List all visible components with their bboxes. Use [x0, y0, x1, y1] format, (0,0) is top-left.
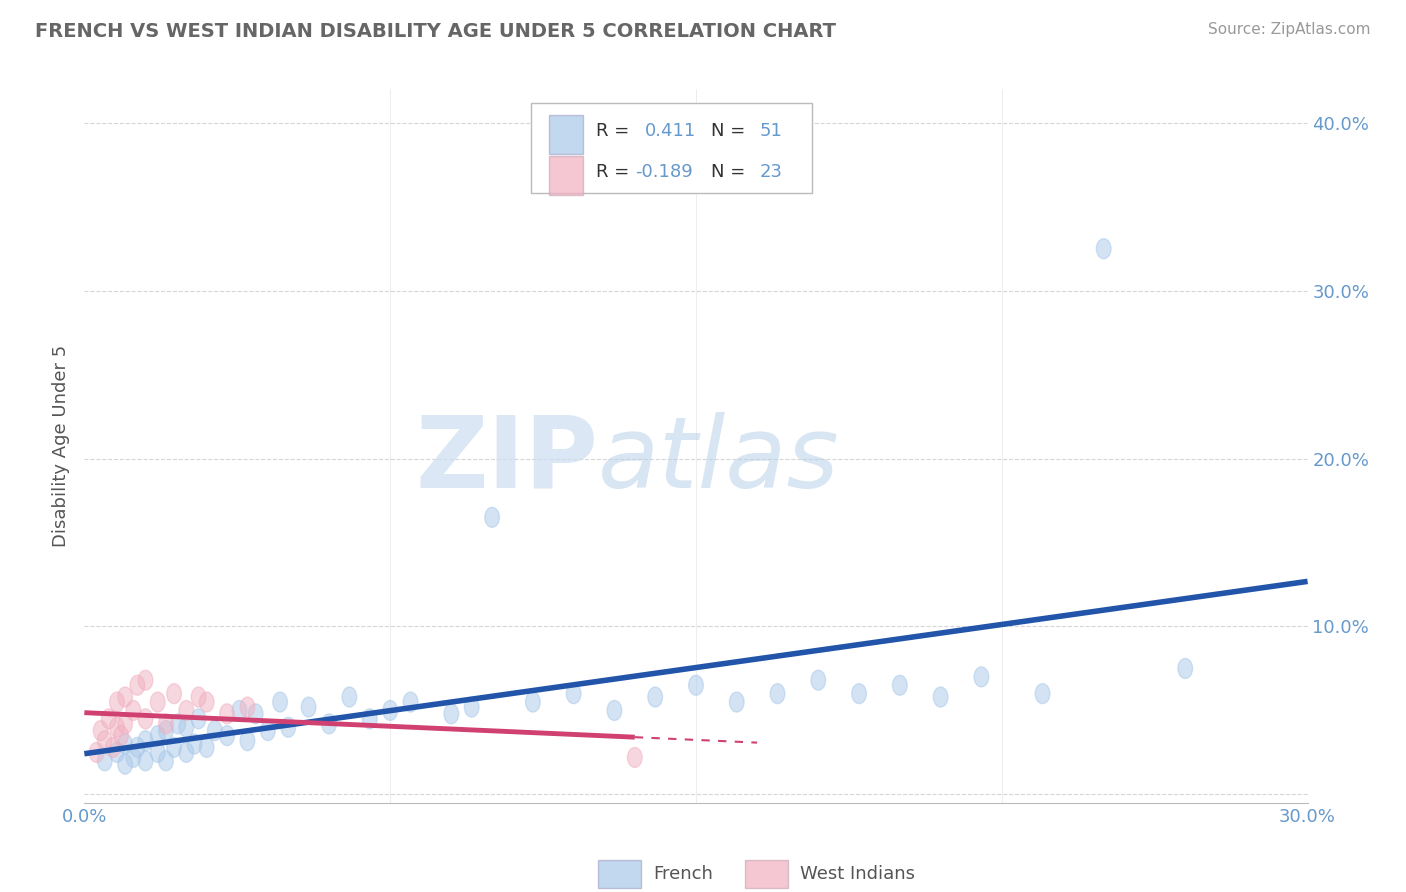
Ellipse shape	[627, 747, 643, 767]
Ellipse shape	[159, 714, 173, 734]
Ellipse shape	[648, 687, 662, 707]
Ellipse shape	[200, 692, 214, 712]
FancyBboxPatch shape	[550, 115, 583, 154]
Ellipse shape	[811, 670, 825, 690]
Ellipse shape	[240, 698, 254, 717]
Ellipse shape	[240, 731, 254, 751]
Text: R =: R =	[596, 163, 634, 181]
Ellipse shape	[150, 726, 165, 746]
Ellipse shape	[105, 738, 121, 757]
Ellipse shape	[200, 738, 214, 757]
Ellipse shape	[97, 731, 112, 751]
Ellipse shape	[485, 508, 499, 527]
Ellipse shape	[110, 742, 124, 763]
Text: Source: ZipAtlas.com: Source: ZipAtlas.com	[1208, 22, 1371, 37]
Ellipse shape	[138, 709, 153, 729]
Ellipse shape	[110, 717, 124, 737]
Ellipse shape	[110, 692, 124, 712]
Ellipse shape	[138, 751, 153, 771]
Ellipse shape	[1097, 239, 1111, 259]
Ellipse shape	[138, 731, 153, 751]
Text: N =: N =	[710, 122, 751, 140]
Ellipse shape	[191, 709, 205, 729]
Ellipse shape	[934, 687, 948, 707]
Text: West Indians: West Indians	[800, 865, 915, 883]
Ellipse shape	[150, 692, 165, 712]
Text: R =: R =	[596, 122, 634, 140]
Ellipse shape	[1178, 658, 1192, 679]
Ellipse shape	[118, 714, 132, 734]
Ellipse shape	[363, 709, 377, 729]
Text: ZIP: ZIP	[415, 412, 598, 508]
Ellipse shape	[167, 738, 181, 757]
Ellipse shape	[127, 747, 141, 767]
Text: 23: 23	[759, 163, 783, 181]
Ellipse shape	[464, 698, 479, 717]
Ellipse shape	[689, 675, 703, 695]
Ellipse shape	[129, 675, 145, 695]
Text: N =: N =	[710, 163, 751, 181]
Ellipse shape	[526, 692, 540, 712]
Ellipse shape	[191, 687, 205, 707]
Text: 0.411: 0.411	[644, 122, 696, 140]
Y-axis label: Disability Age Under 5: Disability Age Under 5	[52, 345, 70, 547]
Ellipse shape	[444, 704, 458, 723]
Ellipse shape	[129, 738, 145, 757]
Text: atlas: atlas	[598, 412, 839, 508]
Ellipse shape	[150, 742, 165, 763]
Ellipse shape	[322, 714, 336, 734]
Ellipse shape	[93, 721, 108, 740]
Ellipse shape	[219, 704, 235, 723]
Ellipse shape	[730, 692, 744, 712]
Ellipse shape	[893, 675, 907, 695]
Ellipse shape	[114, 726, 128, 746]
Ellipse shape	[342, 687, 357, 707]
Ellipse shape	[281, 717, 295, 737]
Ellipse shape	[249, 704, 263, 723]
Text: -0.189: -0.189	[636, 163, 693, 181]
Ellipse shape	[118, 755, 132, 774]
Ellipse shape	[159, 721, 173, 740]
Ellipse shape	[187, 734, 202, 754]
FancyBboxPatch shape	[531, 103, 813, 193]
Ellipse shape	[138, 670, 153, 690]
Ellipse shape	[260, 721, 276, 740]
Ellipse shape	[852, 683, 866, 704]
Text: 51: 51	[759, 122, 783, 140]
Ellipse shape	[219, 726, 235, 746]
Ellipse shape	[179, 717, 194, 737]
Ellipse shape	[382, 700, 398, 721]
FancyBboxPatch shape	[598, 860, 641, 888]
Ellipse shape	[127, 700, 141, 721]
Text: French: French	[654, 865, 713, 883]
Ellipse shape	[607, 700, 621, 721]
Ellipse shape	[232, 700, 246, 721]
Ellipse shape	[170, 714, 186, 734]
Ellipse shape	[1035, 683, 1050, 704]
Ellipse shape	[974, 667, 988, 687]
Ellipse shape	[567, 683, 581, 704]
Ellipse shape	[208, 721, 222, 740]
Ellipse shape	[770, 683, 785, 704]
Ellipse shape	[179, 700, 194, 721]
FancyBboxPatch shape	[550, 156, 583, 195]
Ellipse shape	[101, 709, 117, 729]
Ellipse shape	[273, 692, 287, 712]
Text: FRENCH VS WEST INDIAN DISABILITY AGE UNDER 5 CORRELATION CHART: FRENCH VS WEST INDIAN DISABILITY AGE UND…	[35, 22, 837, 41]
Ellipse shape	[159, 751, 173, 771]
Ellipse shape	[89, 742, 104, 763]
FancyBboxPatch shape	[745, 860, 787, 888]
Ellipse shape	[118, 687, 132, 707]
Ellipse shape	[118, 734, 132, 754]
Ellipse shape	[97, 751, 112, 771]
Ellipse shape	[301, 698, 316, 717]
Ellipse shape	[179, 742, 194, 763]
Ellipse shape	[167, 683, 181, 704]
Ellipse shape	[404, 692, 418, 712]
